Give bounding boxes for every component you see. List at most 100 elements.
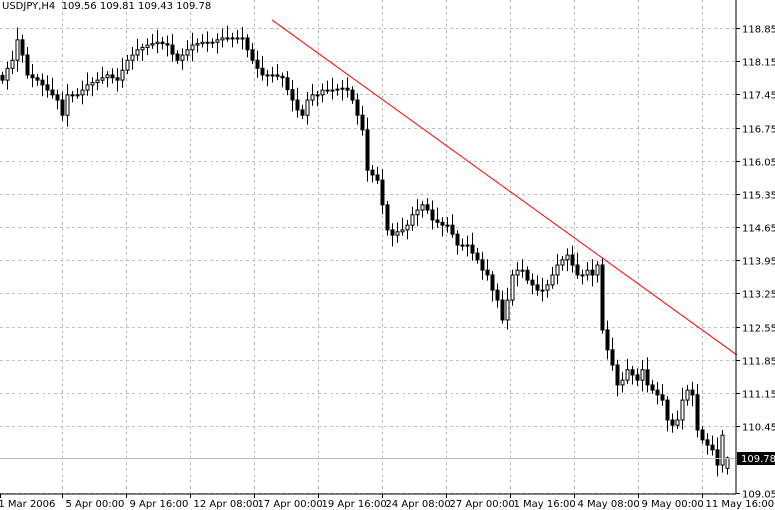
bear-candle-body: [290, 89, 295, 101]
bear-candle-body: [455, 233, 460, 246]
bear-candle-body: [165, 43, 170, 46]
bear-candle-body: [280, 75, 285, 79]
candle: [325, 80, 330, 94]
bear-candle-body: [470, 244, 475, 254]
bull-candle-body: [95, 79, 100, 84]
bear-candle-body: [430, 209, 435, 221]
bull-candle-body: [210, 41, 215, 44]
candle: [720, 429, 725, 473]
bear-candle-body: [35, 77, 40, 81]
bear-candle-body: [645, 369, 650, 386]
candle: [80, 80, 85, 105]
candle: [515, 262, 520, 287]
candle: [210, 38, 215, 48]
time-tick-label: 1 May 16:00: [514, 499, 576, 510]
bull-candle-body: [240, 37, 245, 40]
bear-candle-body: [110, 74, 115, 79]
price-tick-label: 111.85: [742, 357, 775, 368]
bear-candle-body: [350, 89, 355, 101]
bull-candle-body: [560, 259, 565, 266]
candle: [595, 261, 600, 283]
candle: [355, 93, 360, 125]
candle: [130, 46, 135, 70]
candle: [330, 77, 335, 100]
candle: [195, 38, 200, 53]
bull-candle-body: [270, 74, 275, 77]
candle: [445, 217, 450, 233]
bull-candle-body: [400, 229, 405, 233]
bear-candle-body: [245, 37, 250, 51]
candle: [665, 396, 670, 432]
time-tick-label: 9 May 00:00: [642, 499, 704, 510]
candle: [160, 37, 165, 50]
candle: [650, 379, 655, 394]
bull-candle-body: [105, 74, 110, 79]
bear-candle-body: [440, 221, 445, 226]
candle: [635, 368, 640, 386]
trendline[interactable]: [271, 19, 738, 356]
bear-candle-body: [535, 284, 540, 291]
candles: [0, 25, 730, 477]
candle: [690, 382, 695, 407]
candle: [200, 34, 205, 48]
candle: [275, 64, 280, 81]
candle: [350, 86, 355, 104]
candle: [680, 387, 685, 430]
grid: [0, 0, 736, 494]
candle: [365, 117, 370, 182]
candle: [120, 57, 125, 88]
bear-candle-body: [480, 259, 485, 271]
bear-candle-body: [40, 79, 45, 86]
candle: [660, 383, 665, 406]
ohlc-high: 109.81: [99, 1, 135, 12]
candle: [455, 230, 460, 255]
candle: [290, 80, 295, 112]
candle: [655, 382, 660, 405]
candle: [295, 87, 300, 118]
candle: [185, 40, 190, 61]
candle: [190, 32, 195, 62]
candle: [145, 38, 150, 56]
price-tick-label: 113.95: [742, 257, 775, 268]
price-tick-label: 117.45: [742, 91, 775, 102]
bear-candle-body: [365, 129, 370, 171]
time-tick-label: 24 Apr 08:00: [386, 499, 451, 510]
candle: [410, 206, 415, 231]
bull-candle-body: [640, 369, 645, 381]
bear-candle-body: [500, 299, 505, 321]
price-tick-label: 114.65: [742, 224, 775, 235]
price-tick-label: 113.25: [742, 290, 775, 301]
bull-candle-body: [395, 231, 400, 236]
bull-candle-body: [140, 46, 145, 51]
bull-candle-body: [90, 82, 95, 86]
candle: [465, 235, 470, 257]
bear-candle-body: [605, 329, 610, 351]
candle: [140, 43, 145, 62]
bull-candle-body: [220, 37, 225, 41]
candle: [225, 25, 230, 42]
bull-candle-body: [85, 84, 90, 91]
candle: [600, 258, 605, 334]
bear-candle-body: [710, 444, 715, 451]
bear-candle-body: [590, 269, 595, 276]
bull-candle-body: [720, 434, 725, 466]
candle: [45, 75, 50, 98]
candle: [165, 35, 170, 57]
candle: [50, 77, 55, 99]
candle: [625, 358, 630, 384]
candle: [235, 29, 240, 44]
bull-candle-body: [585, 269, 590, 276]
candle: [270, 66, 275, 83]
candle: [535, 275, 540, 296]
candle: [545, 279, 550, 298]
bull-candle-body: [725, 457, 730, 469]
candle: [180, 48, 185, 70]
bull-candle-body: [510, 274, 515, 301]
bear-candle-body: [20, 39, 25, 56]
price-tick-label: 111.15: [742, 390, 775, 401]
candle: [125, 55, 130, 74]
bear-candle-body: [30, 74, 35, 79]
bear-candle-body: [385, 204, 390, 231]
